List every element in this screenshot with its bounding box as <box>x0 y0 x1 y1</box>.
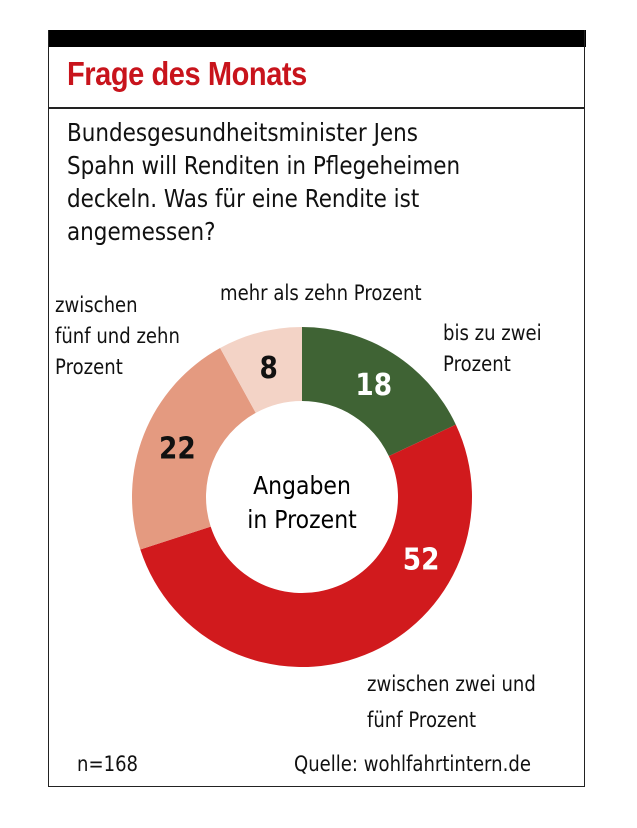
title-divider <box>49 107 584 109</box>
center-label-line2: in Prozent <box>247 505 357 535</box>
legend-label-bis-zu-zwei: bis zu zwei Prozent <box>443 318 542 380</box>
label-line: Prozent <box>55 355 123 379</box>
legend-label-fuenf-bis-zehn: zwischen fünf und zehn Prozent <box>55 290 180 383</box>
question-line: angemessen? <box>67 217 216 246</box>
legend-label-zwei-bis-fuenf: zwischen zwei und fünf Prozent <box>367 666 536 738</box>
label-line: mehr als zehn Prozent <box>220 281 422 305</box>
question-text: Bundesgesundheitsminister Jens Spahn wil… <box>67 116 514 248</box>
frame <box>48 30 585 787</box>
donut-slice <box>220 327 302 413</box>
slice-value-label: 8 <box>259 351 277 386</box>
center-label-line1: Angaben <box>253 471 351 501</box>
donut-slice <box>302 327 456 457</box>
legend-label-mehr-als-zehn: mehr als zehn Prozent <box>220 278 422 309</box>
label-line: bis zu zwei <box>443 321 542 345</box>
question-line: Bundesgesundheitsminister Jens <box>67 118 418 147</box>
donut-slice <box>140 424 473 668</box>
sample-size: n=168 <box>77 752 139 776</box>
slice-value-label: 18 <box>355 367 392 402</box>
slice-value-label: 52 <box>403 542 440 577</box>
question-line: deckeln. Was für eine Rendite ist <box>67 184 420 213</box>
label-line: fünf und zehn <box>55 324 180 348</box>
label-line: fünf Prozent <box>367 708 477 732</box>
label-line: zwischen zwei und <box>367 672 536 696</box>
label-line: zwischen <box>55 293 138 317</box>
top-bar <box>48 30 586 47</box>
donut-slice <box>131 348 256 550</box>
label-line: Prozent <box>443 352 511 376</box>
question-line: Spahn will Renditen in Pflegeheimen <box>67 151 461 180</box>
chart-title: Frage des Monats <box>67 55 307 92</box>
slice-value-label: 22 <box>159 431 196 466</box>
source-credit: Quelle: wohlfahrtintern.de <box>294 752 531 776</box>
